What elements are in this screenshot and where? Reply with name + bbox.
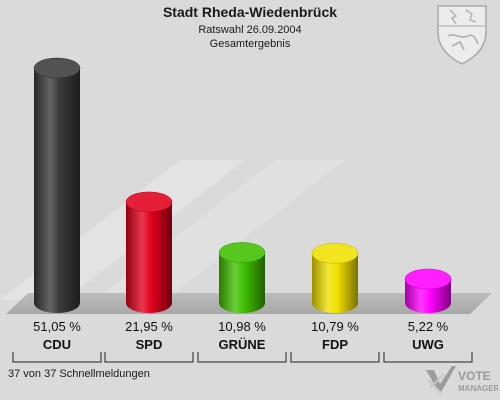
logo-text-manager: MANAGER (458, 384, 498, 393)
category-label: GRÜNE (219, 337, 266, 352)
category-bracket (290, 352, 380, 363)
bar-top (404, 268, 452, 290)
bar-top (33, 57, 81, 79)
bar-fdp (311, 243, 359, 313)
labels-group: 51,05 % CDU 21,95 % SPD 10,98 % GRÜNE 10,79 % F… (33, 319, 449, 352)
vote-manager-logo-icon: VOTE MANAGER (426, 366, 498, 395)
value-label: 51,05 % (33, 319, 81, 334)
bar-top (311, 243, 359, 264)
category-bracket (197, 352, 287, 363)
coat-of-arms-icon (437, 5, 487, 65)
value-label: 10,79 % (311, 319, 359, 334)
bars-group (33, 57, 452, 313)
bar-body (312, 253, 358, 313)
category-bracket (104, 352, 194, 363)
category-label: UWG (412, 337, 444, 352)
chart-subtitle-2: Gesamtergebnis (209, 38, 291, 50)
bar-grüne (218, 242, 266, 313)
bar-spd (125, 191, 173, 313)
category-label: SPD (136, 337, 163, 352)
bar-body (126, 201, 172, 313)
value-label: 21,95 % (125, 319, 173, 334)
category-bracket (12, 352, 102, 363)
category-bracket (383, 352, 473, 363)
chart-title: Stadt Rheda-Wiedenbrück (162, 4, 338, 20)
bar-top (125, 191, 173, 213)
bar-body (34, 68, 80, 313)
value-label: 5,22 % (408, 319, 449, 334)
logo-text-vote: VOTE (458, 369, 491, 383)
chart-subtitle: Ratswahl 26.09.2004 (198, 24, 302, 36)
brackets-group (12, 352, 473, 363)
category-label: FDP (322, 337, 348, 352)
bar-uwg (404, 268, 452, 313)
category-label: CDU (43, 337, 71, 352)
bar-top (218, 242, 266, 263)
footer-status: 37 von 37 Schnellmeldungen (8, 368, 150, 380)
bar-cdu (33, 57, 81, 313)
value-label: 10,98 % (218, 319, 266, 334)
bar-body (219, 252, 265, 313)
